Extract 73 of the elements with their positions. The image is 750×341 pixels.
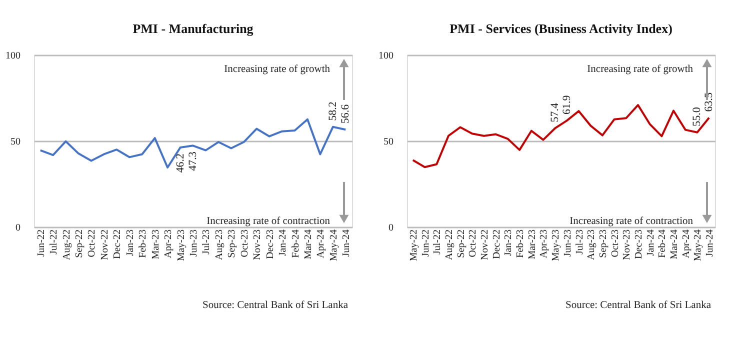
x-tick-label: Feb-24 xyxy=(290,230,302,258)
x-tick-label: Jan-23 xyxy=(124,230,136,256)
x-tick-label: Mar-24 xyxy=(669,230,680,260)
x-tick-label: Aug-22 xyxy=(61,230,72,260)
data-label: 61.9 xyxy=(560,94,573,115)
y-tick-label: 100 xyxy=(378,50,394,62)
data-label: 47.3 xyxy=(187,151,199,171)
x-tick-label: Aug-23 xyxy=(586,230,598,260)
annotation: Increasing rate of contraction xyxy=(206,216,331,227)
x-tick-label: Jun-23 xyxy=(562,230,574,257)
x-tick-label: Jun-24 xyxy=(704,230,716,257)
x-tick-label: Apr-24 xyxy=(316,230,327,258)
source-note: Source: Central Bank of Sri Lanka xyxy=(202,300,348,311)
x-tick-label: Dec-23 xyxy=(264,230,276,259)
x-tick-label: May-24 xyxy=(328,230,340,262)
x-tick-label: Feb-23 xyxy=(515,230,526,258)
data-label: 56.6 xyxy=(340,104,352,124)
x-tick-label: Jul-23 xyxy=(201,230,212,254)
x-tick-label: Jan-24 xyxy=(278,230,289,256)
y-tick-label: 50 xyxy=(384,136,394,148)
x-tick-label: Feb-23 xyxy=(138,230,149,258)
x-tick-label: Oct-23 xyxy=(239,230,250,258)
x-tick-label: Jun-23 xyxy=(188,230,200,257)
x-tick-label: Apr-23 xyxy=(163,230,174,258)
x-tick-label: Apr-23 xyxy=(538,230,550,258)
x-tick-label: Jun-22 xyxy=(36,230,47,257)
x-tick-label: Dec-23 xyxy=(634,230,644,259)
data-label: 46.2 xyxy=(174,154,186,173)
y-tick-label: 0 xyxy=(16,222,20,234)
x-tick-label: May-24 xyxy=(692,230,704,262)
x-tick-label: Oct-23 xyxy=(610,230,621,258)
x-tick-label: Jan-23 xyxy=(503,230,514,256)
x-tick-label: Jul-22 xyxy=(48,230,60,254)
x-tick-label: Sep-23 xyxy=(598,230,609,258)
x-tick-label: Jan-24 xyxy=(645,230,656,256)
x-tick-label: May-23 xyxy=(176,230,187,262)
y-tick-label: 50 xyxy=(10,136,20,148)
x-tick-label: Jul-22 xyxy=(432,230,444,254)
x-tick-label: Mar-23 xyxy=(150,230,162,260)
x-tick-label: Sep-22 xyxy=(74,230,86,258)
x-tick-label: Nov-23 xyxy=(252,230,264,260)
y-tick-label: 0 xyxy=(388,222,394,234)
x-tick-label: Aug-23 xyxy=(214,230,225,260)
data-label: 58.2 xyxy=(326,102,339,121)
x-tick-label: Jun-22 xyxy=(420,230,432,257)
x-tick-label: Aug-22 xyxy=(444,230,455,260)
chart-title: PMI - Manufacturing xyxy=(132,21,254,36)
x-tick-label: Nov-23 xyxy=(622,230,633,260)
x-tick-label: Apr-24 xyxy=(680,230,692,258)
x-tick-label: May-23 xyxy=(550,230,562,262)
x-tick-label: Dec-22 xyxy=(491,230,502,259)
data-label: 55.0 xyxy=(691,106,704,126)
x-tick-label: Oct-22 xyxy=(468,230,479,258)
x-tick-label: Sep-23 xyxy=(226,230,238,258)
x-tick-label: Nov-22 xyxy=(99,230,110,260)
annotation: Increasing rate of contraction xyxy=(570,216,694,227)
chart-title: PMI - Services (Business Activity Index) xyxy=(450,21,672,36)
data-label: 63.5 xyxy=(703,92,716,112)
annotation: Increasing rate of growth xyxy=(587,64,694,75)
x-tick-label: Oct-22 xyxy=(86,230,98,258)
x-tick-label: Jun-24 xyxy=(341,230,352,257)
annotation: Increasing rate of growth xyxy=(224,64,331,75)
x-tick-label: Mar-23 xyxy=(526,230,538,260)
source-note: Source: Central Bank of Sri Lanka xyxy=(565,300,712,311)
y-tick-label: 100 xyxy=(6,50,20,62)
x-tick-label: Sep-22 xyxy=(456,230,467,258)
x-tick-label: Nov-22 xyxy=(480,230,490,260)
x-tick-label: Jul-23 xyxy=(574,230,586,254)
x-tick-label: Feb-24 xyxy=(657,230,668,258)
x-tick-label: Dec-22 xyxy=(112,230,124,259)
x-tick-label: May-22 xyxy=(408,230,420,262)
data-label: 57.4 xyxy=(549,102,562,122)
x-tick-label: Mar-24 xyxy=(302,230,314,260)
